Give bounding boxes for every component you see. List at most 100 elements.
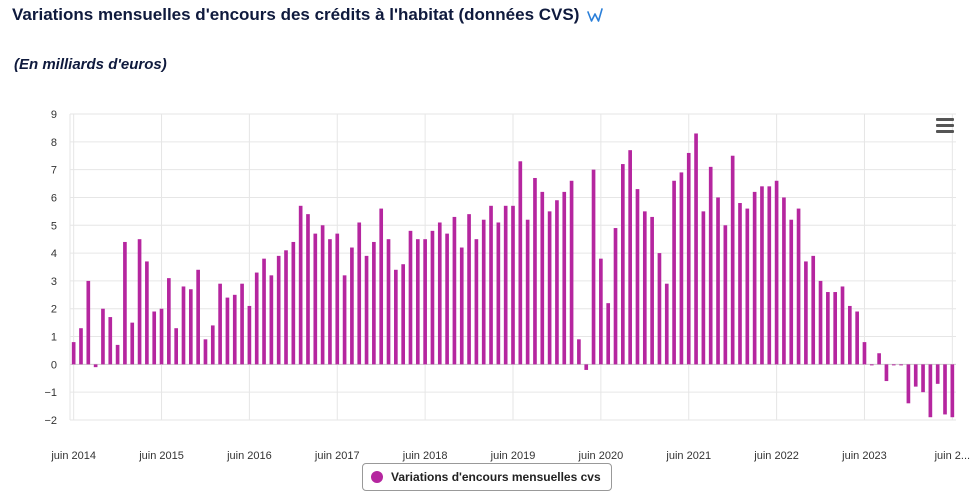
bar [108, 317, 113, 365]
bar [306, 214, 310, 365]
y-tick-label: 5 [51, 220, 57, 232]
menu-line [936, 118, 954, 121]
bar [203, 339, 208, 365]
bar [833, 292, 838, 365]
bar [913, 364, 918, 387]
menu-line [936, 130, 954, 133]
y-tick-label: 7 [51, 165, 57, 177]
bar [547, 211, 552, 365]
bar [577, 339, 581, 365]
bar [628, 150, 632, 365]
bar [935, 364, 940, 384]
bar [818, 280, 823, 365]
bar [599, 258, 603, 365]
bar [284, 250, 288, 365]
bar [167, 278, 171, 365]
y-tick-label: 1 [51, 332, 57, 344]
bar [840, 286, 845, 365]
bar [555, 200, 559, 365]
y-tick-label: 3 [51, 276, 57, 288]
bar [943, 364, 947, 415]
bar [218, 283, 222, 365]
bar [159, 308, 164, 365]
bar [269, 275, 274, 365]
bar [635, 189, 640, 365]
bar [569, 180, 574, 365]
bar [86, 280, 91, 365]
bar [93, 364, 98, 368]
bar [430, 230, 435, 365]
bar [123, 241, 127, 365]
bar [350, 247, 354, 365]
bar [401, 264, 405, 365]
y-tick-label: −2 [44, 415, 57, 427]
bar [467, 214, 471, 365]
bar [452, 216, 457, 365]
bar [298, 205, 303, 365]
bar [723, 225, 728, 365]
bar [101, 308, 105, 365]
bar [415, 239, 420, 365]
bar [423, 239, 427, 365]
bar [847, 305, 852, 365]
w-logo-glyph [587, 8, 604, 22]
bar [891, 364, 896, 366]
bar [71, 342, 76, 365]
bar [701, 211, 706, 365]
bar [181, 286, 186, 365]
bar [811, 255, 816, 365]
chart-title: Variations mensuelles d'encours des créd… [12, 5, 580, 24]
bar [459, 247, 464, 365]
bar [906, 364, 911, 404]
bar [862, 342, 867, 365]
y-tick-label: 9 [51, 109, 57, 121]
bar [899, 364, 903, 366]
legend-item[interactable]: Variations d'encours mensuelles cvs [362, 463, 612, 491]
bar [276, 255, 281, 365]
bar [188, 289, 193, 365]
bar [730, 155, 735, 365]
w-logo-icon[interactable] [587, 7, 604, 23]
bar [694, 133, 698, 365]
bar [613, 228, 618, 365]
bar [540, 191, 545, 365]
bar [335, 233, 340, 365]
bar [591, 169, 596, 365]
bar [342, 275, 347, 365]
bar [928, 364, 933, 418]
x-tick-label: juin 2020 [578, 450, 624, 462]
bar [210, 325, 215, 365]
x-tick-label: juin 2... [934, 450, 970, 462]
bar [394, 269, 398, 365]
bar [738, 203, 742, 365]
bar [254, 272, 259, 365]
bar [664, 283, 669, 365]
bar [716, 197, 720, 365]
bar [240, 283, 244, 365]
x-tick-label: juin 2016 [226, 450, 272, 462]
y-tick-label: 6 [51, 192, 57, 204]
bar [225, 297, 230, 365]
bar [496, 222, 501, 365]
bar [232, 294, 237, 365]
title-row: Variations mensuelles d'encours des créd… [12, 5, 604, 25]
bar [79, 328, 83, 365]
bar [562, 191, 567, 365]
bar [445, 233, 449, 365]
bar [474, 239, 479, 365]
x-tick-label: juin 2021 [665, 450, 711, 462]
menu-line [936, 124, 954, 127]
bar [767, 186, 772, 365]
bar [855, 311, 859, 365]
bar [826, 292, 830, 365]
bar [686, 152, 691, 365]
bar [511, 205, 515, 365]
bar [782, 197, 786, 365]
legend-label: Variations d'encours mensuelles cvs [391, 470, 601, 484]
x-tick-label: juin 2017 [314, 450, 360, 462]
bar [796, 208, 801, 365]
hamburger-menu-icon[interactable] [936, 118, 954, 134]
bar [708, 166, 713, 365]
bar [145, 261, 149, 365]
